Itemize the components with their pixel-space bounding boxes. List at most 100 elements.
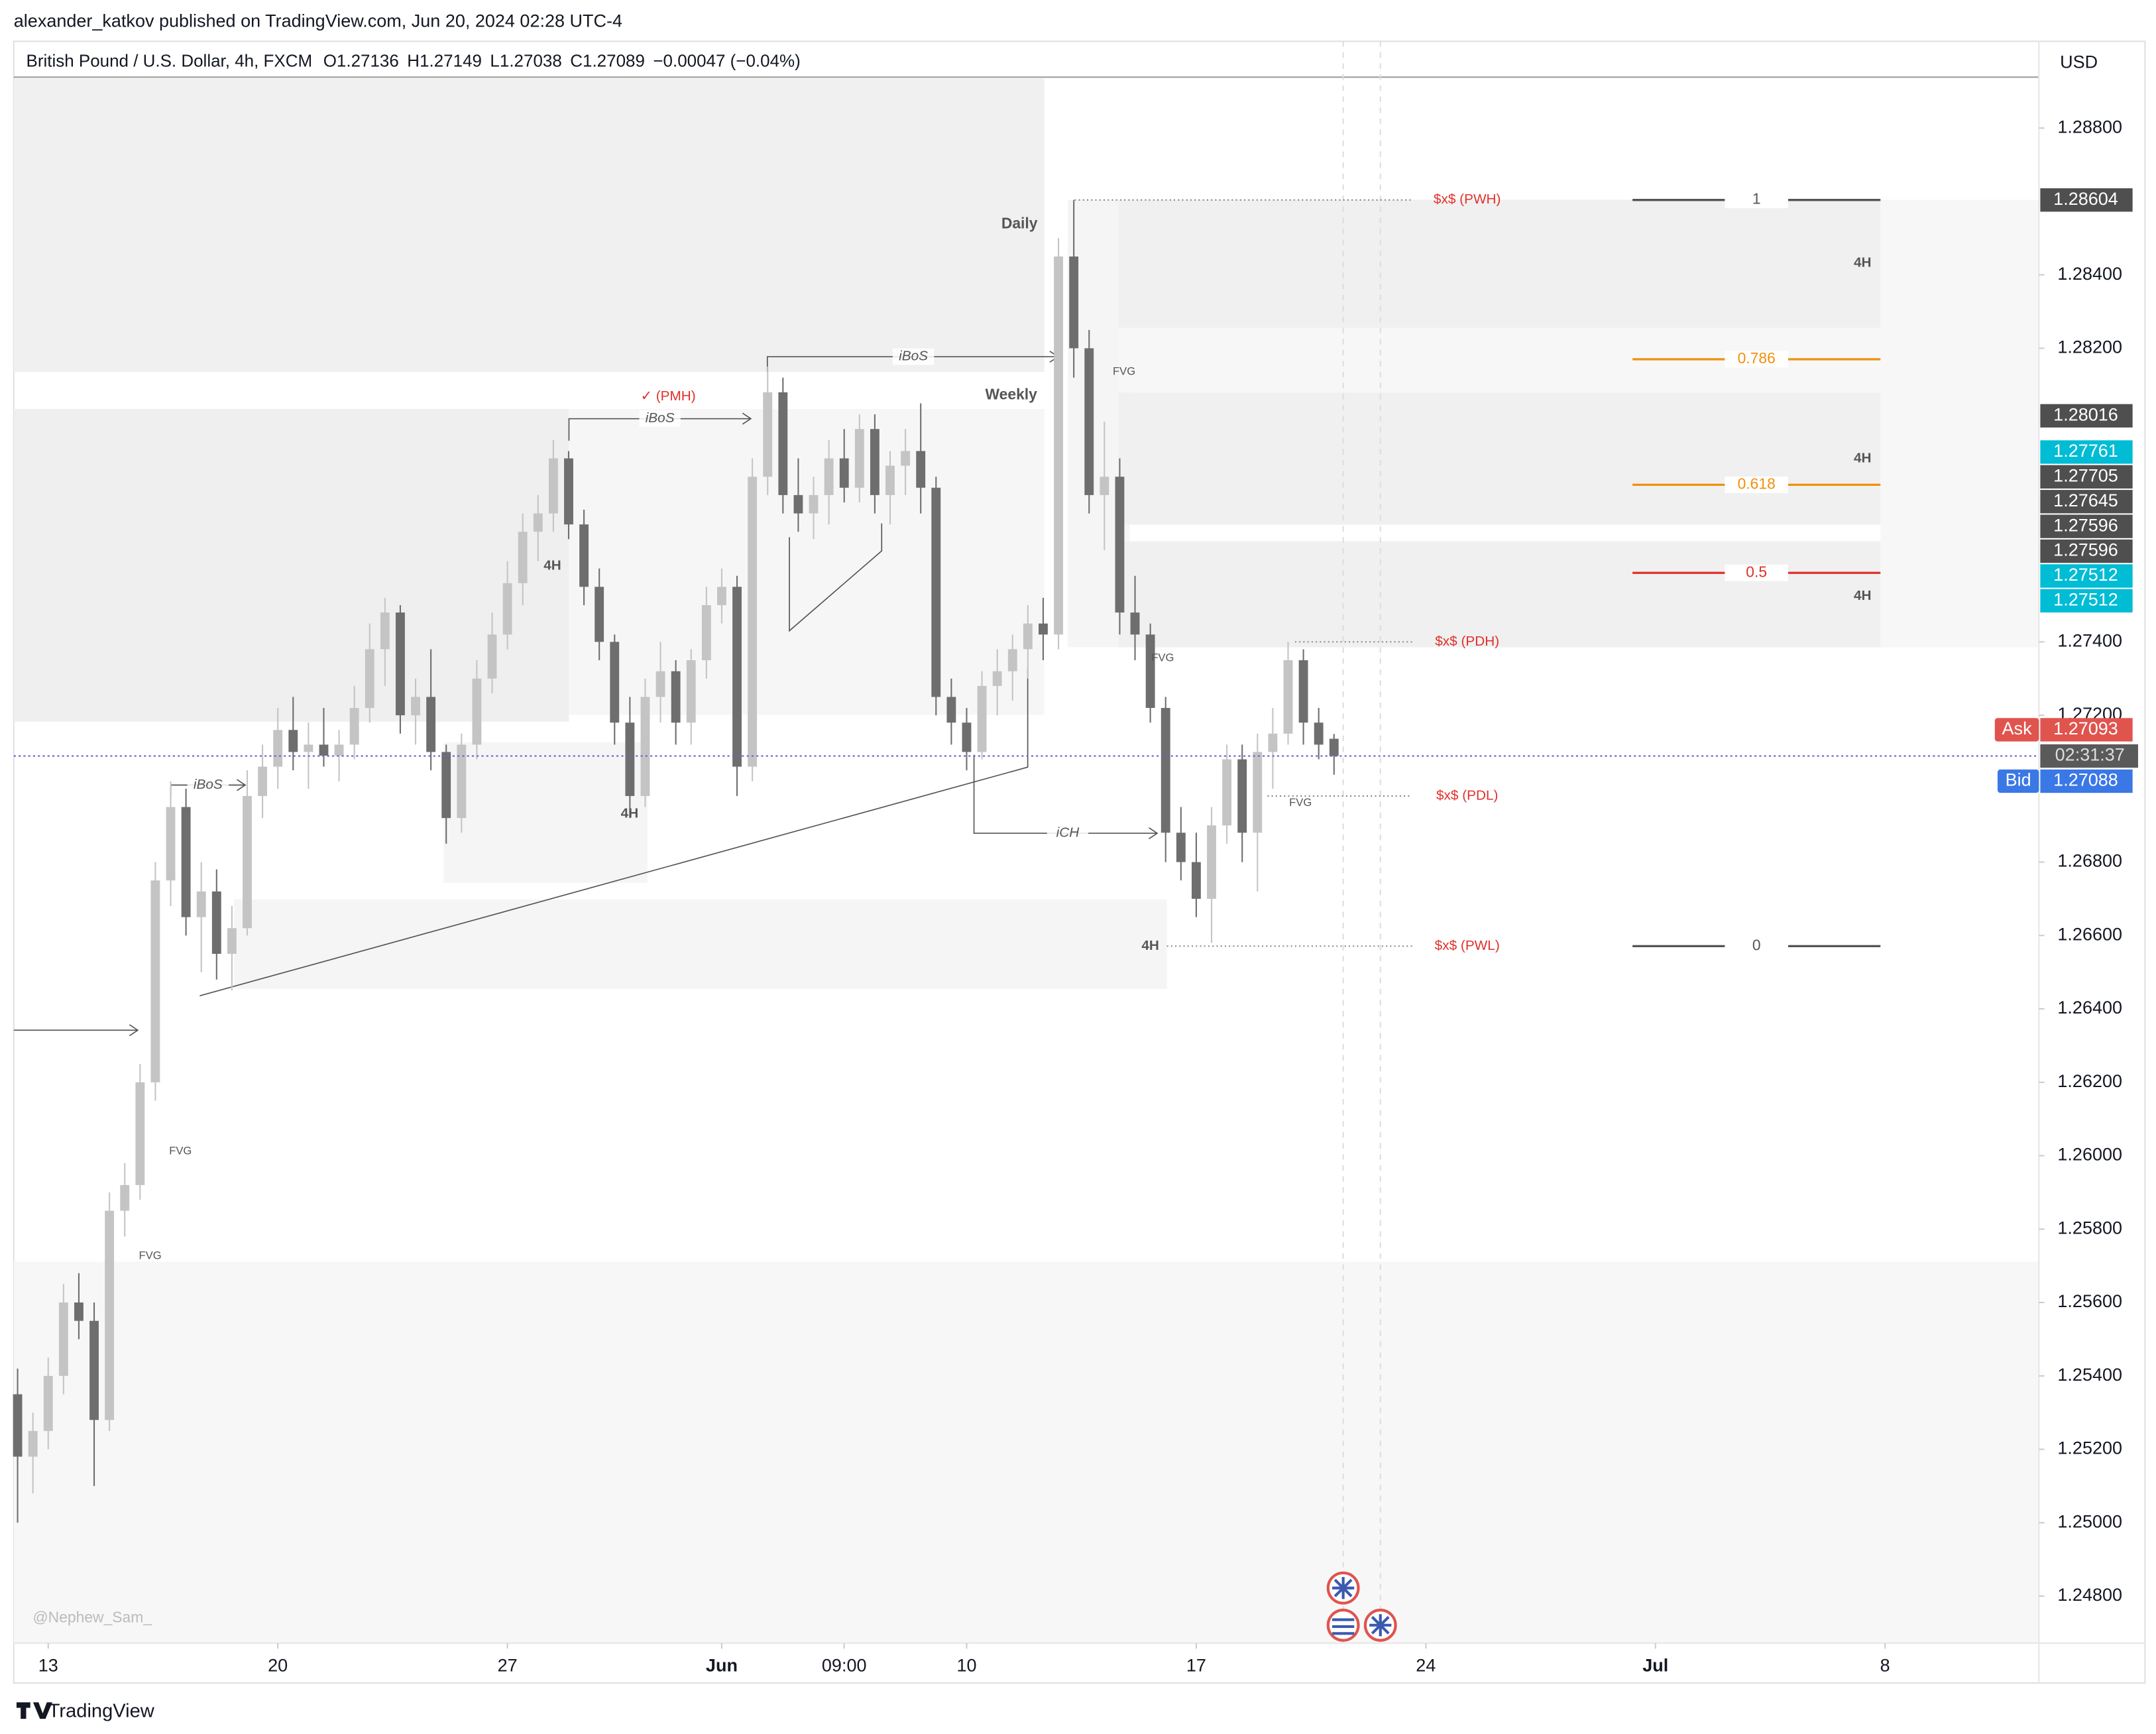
annotation: @Nephew_Sam_ xyxy=(32,1608,152,1625)
candle-body xyxy=(196,891,206,917)
candle-body xyxy=(227,928,237,954)
candle-body xyxy=(304,744,313,752)
price-badge: 1.27596 xyxy=(2053,515,2118,535)
x-tick-label: 27 xyxy=(498,1655,518,1675)
zone xyxy=(234,899,1167,989)
candle-body xyxy=(778,392,788,495)
price-badge-bg xyxy=(2040,404,2133,428)
annotation: FVG xyxy=(1113,365,1135,377)
annotation: 4H xyxy=(1141,938,1159,953)
candle-body xyxy=(166,807,176,881)
price-badge: 1.28016 xyxy=(2053,404,2118,424)
y-tick-label: 1.26000 xyxy=(2057,1145,2122,1165)
annotation: 4H xyxy=(1854,588,1872,603)
fib-ratio: 0 xyxy=(1752,936,1761,953)
fib-ratio: 0.5 xyxy=(1746,563,1767,580)
candle-body xyxy=(870,429,879,495)
ohlc-key: C xyxy=(570,50,583,70)
candle-body xyxy=(1237,759,1247,833)
candle-body xyxy=(334,744,344,756)
price-badge-bg xyxy=(2040,465,2133,489)
annotation: 4H xyxy=(1854,255,1872,270)
annotation: 4H xyxy=(1854,450,1872,465)
y-tick-label: 1.24800 xyxy=(2057,1585,2122,1605)
ask-tag: Ask xyxy=(2002,719,2033,738)
annotation: FVG xyxy=(139,1249,161,1261)
candle-body xyxy=(701,605,711,661)
candle-body xyxy=(931,487,941,697)
zone xyxy=(1118,541,1881,648)
candle-body xyxy=(365,649,374,709)
annotation: 4H xyxy=(543,557,561,573)
zone xyxy=(13,409,569,722)
candle-body xyxy=(977,685,987,752)
annotation: iBoS xyxy=(899,349,928,364)
trend-line xyxy=(789,523,883,632)
candle-body xyxy=(441,752,451,819)
candle-body xyxy=(411,697,420,716)
countdown: 02:31:37 xyxy=(2055,745,2125,765)
y-tick-label: 1.26200 xyxy=(2057,1071,2122,1091)
annotation: iBoS xyxy=(194,777,223,792)
x-tick-label: 10 xyxy=(956,1655,976,1675)
zone xyxy=(13,1261,2039,1643)
candle-body xyxy=(135,1082,145,1185)
candle-body xyxy=(487,634,497,679)
candle-body xyxy=(243,795,252,929)
event-icons xyxy=(1326,1571,1397,1642)
candle-body xyxy=(457,744,467,819)
ask-badge: 1.27093 xyxy=(2053,719,2118,738)
bid-tag: Bid xyxy=(2006,770,2031,790)
candle-body xyxy=(1069,256,1079,349)
candle-body xyxy=(349,708,359,745)
y-tick-label: 1.25200 xyxy=(2057,1438,2122,1458)
candle-body xyxy=(288,730,298,752)
y-tick-label: 1.27400 xyxy=(2057,631,2122,651)
y-tick-label: 1.25000 xyxy=(2057,1511,2122,1531)
candle-body xyxy=(273,730,283,767)
candle-body xyxy=(1115,477,1125,613)
candle-body xyxy=(610,642,620,723)
zone xyxy=(13,78,1045,373)
candle-body xyxy=(717,587,726,605)
price-badge: 1.27761 xyxy=(2053,441,2118,461)
brand-logo xyxy=(16,1702,52,1719)
fib-ratio: 1 xyxy=(1752,190,1761,207)
price-badge-bg xyxy=(2040,539,2133,563)
frame xyxy=(13,40,2146,1684)
candle-body xyxy=(74,1302,84,1321)
candle-body xyxy=(380,612,390,650)
x-tick-label: Jun xyxy=(706,1655,738,1675)
candle-body xyxy=(258,766,268,796)
annotation: 4H xyxy=(621,805,639,821)
flag xyxy=(1332,1618,1355,1635)
annotation: FVG xyxy=(1151,652,1174,664)
fib-ratio: 0.618 xyxy=(1738,475,1776,492)
price-badge: 1.27705 xyxy=(2053,465,2118,485)
x-tick-label: 8 xyxy=(1880,1655,1890,1675)
candle-body xyxy=(502,583,512,635)
candle-body xyxy=(120,1185,130,1211)
candle-body xyxy=(1145,634,1155,709)
candle-body xyxy=(1268,733,1278,752)
candle-body xyxy=(43,1375,53,1431)
byline: alexander_katkov published on TradingVie… xyxy=(14,11,622,30)
candle-body xyxy=(655,671,665,697)
candle-body xyxy=(150,880,160,1082)
y-tick-label: 1.26400 xyxy=(2057,998,2122,1017)
candle-body xyxy=(1222,759,1232,826)
candle-body xyxy=(319,744,329,756)
annotation: ✓ (PMH) xyxy=(641,388,696,404)
label-bg xyxy=(639,410,681,428)
zone xyxy=(1118,392,1881,525)
fib-label-bg xyxy=(1725,564,1789,581)
countdown-bg xyxy=(2040,744,2138,768)
ohlc-value: 1.27136 xyxy=(337,50,399,70)
candle-body xyxy=(426,697,436,752)
candle-body xyxy=(564,458,573,525)
ohlc-value: 1.27149 xyxy=(420,50,482,70)
candle-body xyxy=(1314,722,1324,745)
candle-body xyxy=(1191,862,1201,899)
